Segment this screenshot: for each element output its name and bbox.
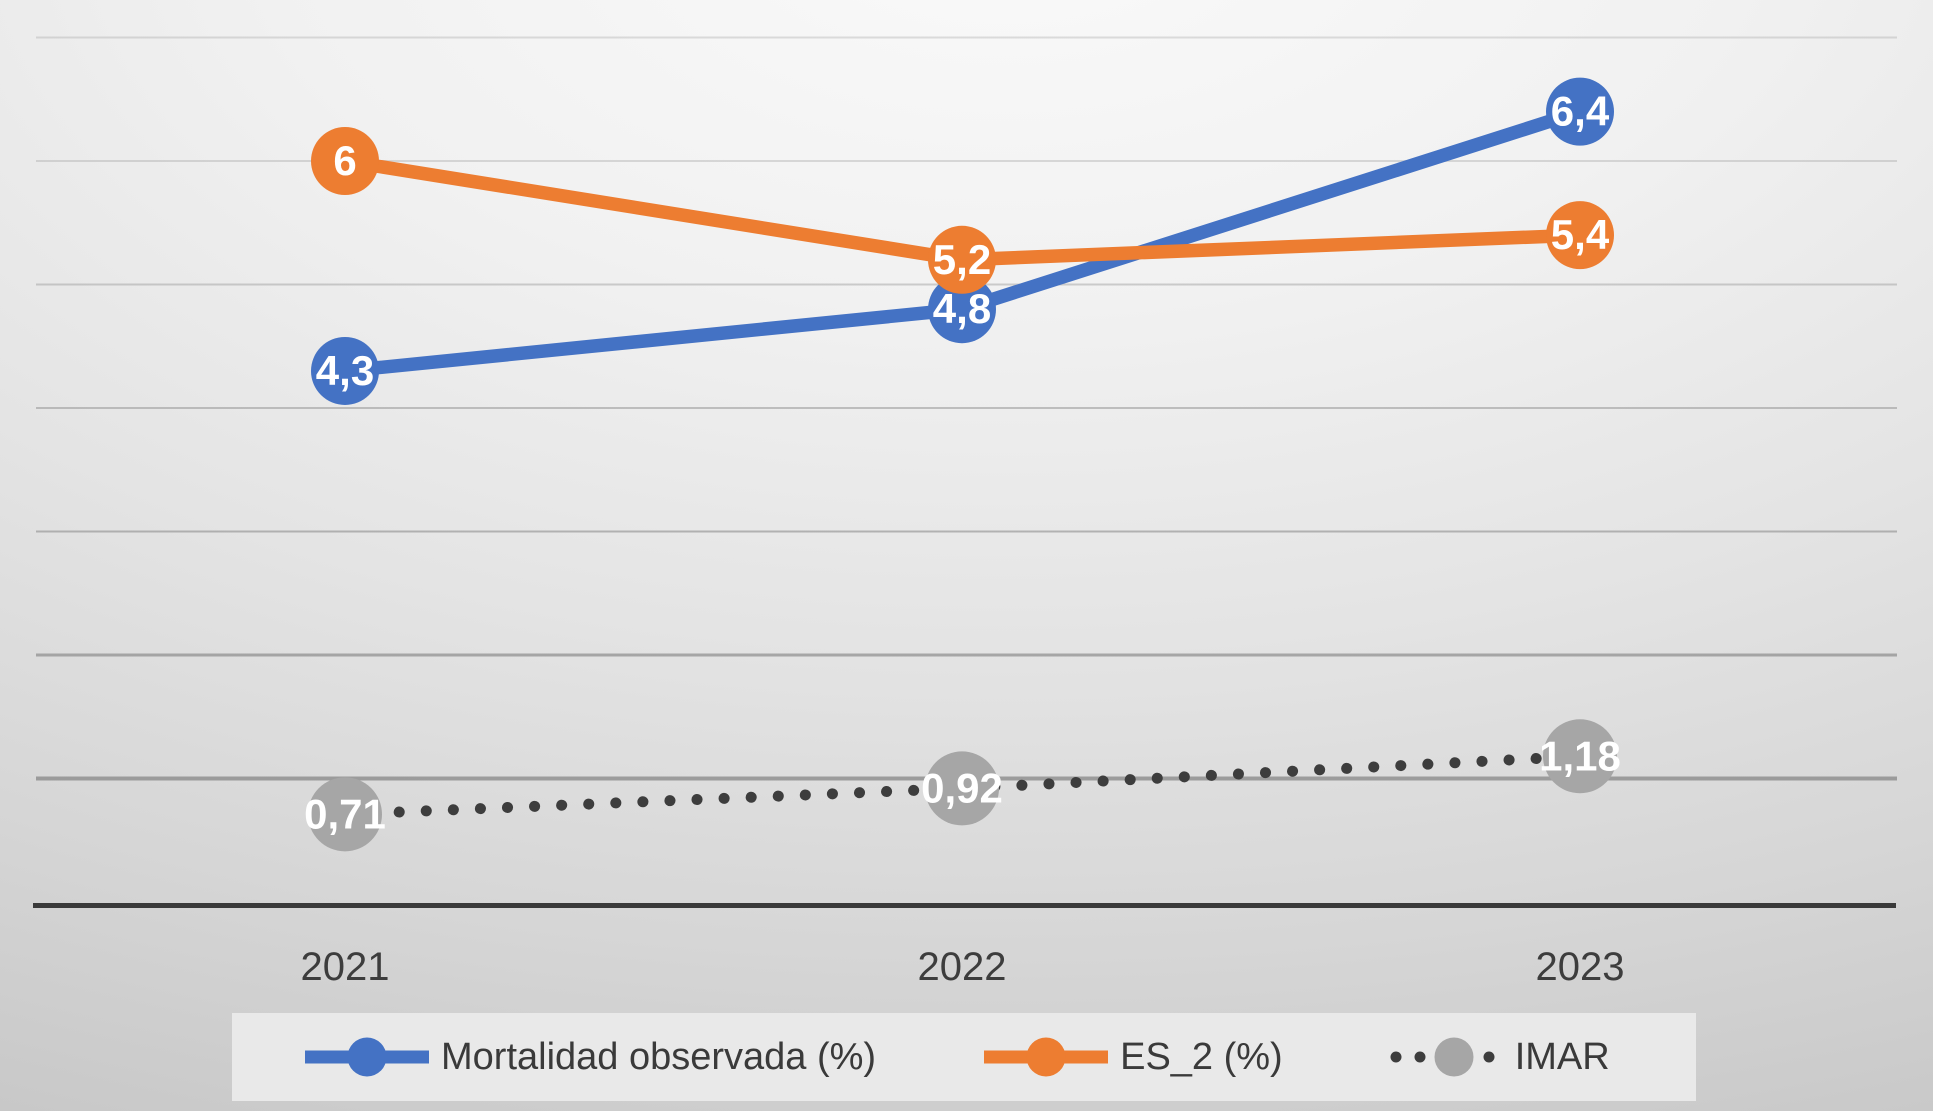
data-point-label: 1,18 [1539,732,1621,779]
data-point-marker [1546,77,1614,146]
chart-legend: Mortalidad observada (%) ES_2 (%) IMAR [232,1013,1696,1101]
legend-item-es2: ES_2 (%) [981,1036,1283,1079]
data-point-marker [311,127,379,195]
legend-label-es2: ES_2 (%) [1120,1035,1283,1078]
x-tick-label: 2022 [918,945,1007,989]
data-point-marker [928,275,996,344]
data-point-marker [1546,201,1614,270]
legend-solid-line-marker-icon [305,1037,429,1077]
data-point-label: 5,4 [1551,211,1610,258]
data-point-label: 4,3 [316,347,374,394]
data-point-label: 6,4 [1551,88,1610,135]
legend-item-mortalidad-observada: Mortalidad observada (%) [302,1036,876,1079]
data-point-label: 6 [333,137,356,184]
series-line-2 [339,750,1586,820]
data-point-marker [308,777,382,852]
data-point-label: 0,92 [921,764,1003,811]
data-point-marker [925,751,999,826]
data-point-marker [311,336,379,405]
legend-label-mortalidad-observada: Mortalidad observada (%) [441,1035,877,1078]
legend-label-imar: IMAR [1514,1035,1610,1078]
data-point-label: 0,71 [304,790,386,837]
legend-dotted-line-marker-icon [1390,1037,1495,1077]
data-point-marker [928,225,996,294]
x-tick-label: 2023 [1536,945,1625,989]
x-tick-label: 2021 [301,945,390,989]
legend-solid-line-marker-icon [984,1037,1109,1077]
data-point-label: 5,2 [933,236,991,283]
data-point-marker [1543,719,1617,794]
legend-item-imar: IMAR [1388,1036,1610,1079]
